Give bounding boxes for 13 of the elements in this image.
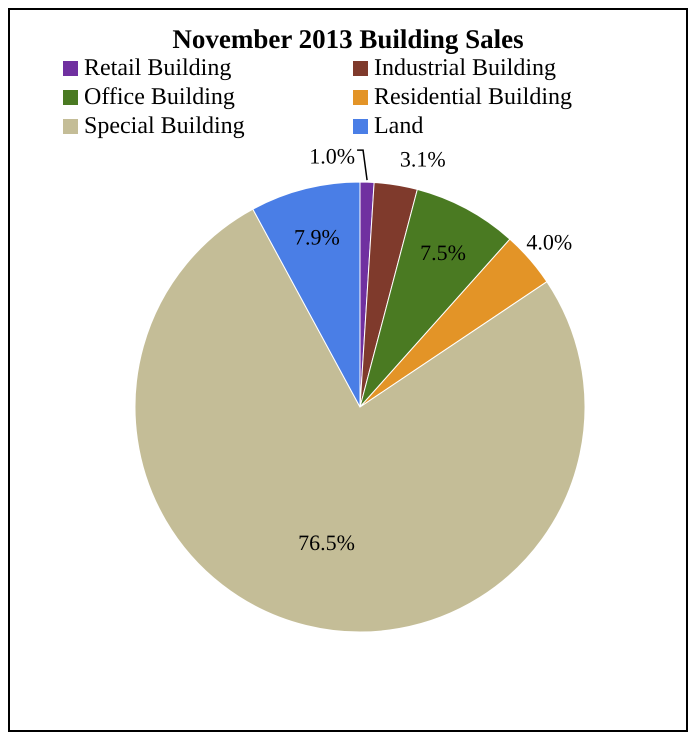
data-label: 1.0% <box>309 144 356 169</box>
legend-label: Land <box>374 113 424 140</box>
data-label: 7.5% <box>420 240 466 265</box>
legend-label: Residential Building <box>374 84 572 111</box>
data-label: 7.9% <box>294 224 340 250</box>
data-label: 3.1% <box>400 146 446 172</box>
data-label: 76.5% <box>298 530 355 555</box>
chart-title: November 2013 Building Sales <box>171 24 525 55</box>
legend-label: Office Building <box>84 84 235 111</box>
legend-label: Special Building <box>84 113 245 140</box>
legend-label: Retail Building <box>84 55 232 82</box>
legend-label: Industrial Building <box>374 55 556 82</box>
data-label: 4.0% <box>526 230 572 255</box>
